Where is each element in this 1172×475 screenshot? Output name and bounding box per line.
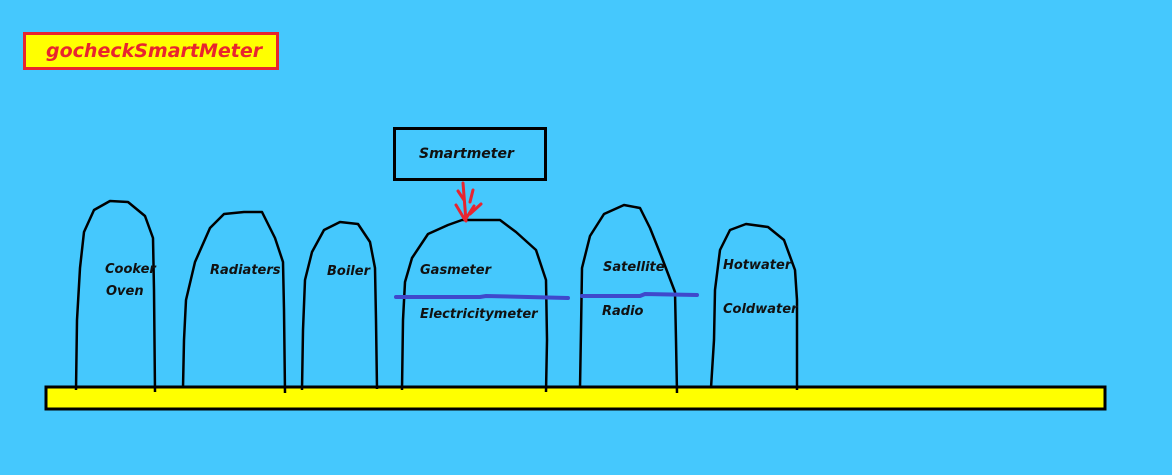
hotwater-label: Hotwater [723, 258, 792, 273]
cooker-label: Cooker [105, 262, 156, 277]
radio-label: Radio [602, 304, 644, 319]
page-title: gocheckSmartMeter [46, 40, 263, 62]
gasmeter-label: Gasmeter [420, 263, 491, 278]
title-box: gocheckSmartMeter [23, 32, 279, 70]
smartmeter-label: Smartmeter [419, 146, 514, 162]
coldwater-label: Coldwater [723, 302, 798, 317]
floor-bar [44, 385, 1107, 411]
oven-label: Oven [106, 284, 144, 299]
water-outline [709, 222, 799, 390]
electricitymeter-label: Electricitymeter [420, 307, 538, 322]
smartmeter-box: Smartmeter [393, 127, 547, 181]
radiators-label: Radiaters [210, 263, 281, 278]
cooker-outline [74, 199, 157, 393]
satellite-label: Satellite [603, 260, 665, 275]
satellite-outline [578, 203, 679, 394]
radiators-outline [181, 210, 287, 394]
arrow-icon [454, 181, 483, 223]
meters-outline [400, 218, 549, 393]
boiler-label: Boiler [327, 264, 370, 279]
satellite-divider [580, 291, 699, 298]
boiler-outline [300, 220, 379, 391]
meters-divider [394, 293, 570, 300]
